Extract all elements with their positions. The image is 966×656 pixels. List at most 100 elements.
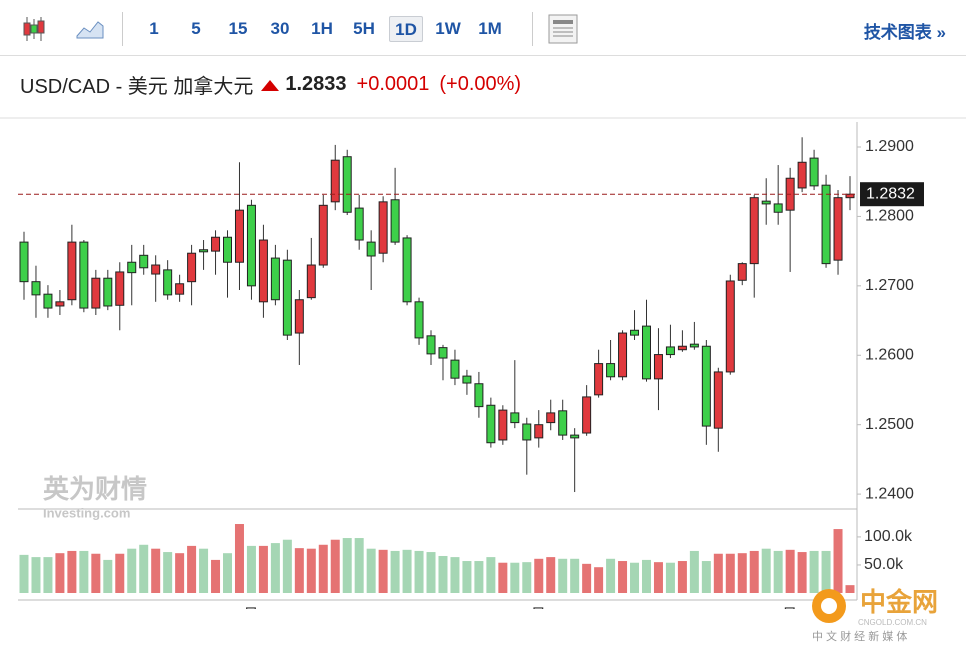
tech-chart-link[interactable]: 技术图表 » — [863, 23, 946, 42]
volume-bar — [79, 550, 89, 593]
volume-bar — [151, 548, 161, 593]
candle-body — [246, 204, 256, 287]
logo: 中金网 CNGOLD.COM.CN 中 文 财 经 新 媒 体 — [812, 587, 938, 643]
volume-bar — [414, 550, 424, 593]
volume-bar — [139, 544, 149, 593]
interval-button[interactable]: 30 — [270, 19, 290, 38]
volume-bar — [641, 559, 651, 593]
volume-bar — [713, 553, 723, 593]
watermark-site: Investing.com — [43, 505, 130, 520]
volume-bar — [522, 562, 532, 593]
table-icon[interactable] — [548, 14, 578, 44]
candle-body — [486, 404, 496, 444]
volume-bar — [270, 543, 280, 593]
volume-bar — [570, 558, 580, 593]
x-tick-label: 月 '22 — [3, 607, 44, 624]
candle-body — [79, 241, 89, 309]
x-tick-label: 月 '22 — [530, 607, 571, 624]
candle-body — [641, 325, 651, 380]
x-tick-label: 11 — [614, 607, 631, 624]
change: +0.0001 — [356, 73, 430, 95]
interval-button[interactable]: 1D — [389, 16, 423, 42]
y-tick-label: 1.2500 — [865, 416, 914, 433]
volume-bar — [330, 539, 340, 593]
candle-body — [618, 332, 628, 378]
interval-button[interactable]: 1M — [478, 19, 502, 38]
volume-bar — [534, 558, 544, 593]
volume-bar — [390, 550, 400, 593]
volume-bar — [282, 539, 292, 593]
title: USD/CAD - 美元 加拿大元 — [20, 76, 254, 98]
candle-body — [522, 423, 532, 441]
y-tick-label: 1.2400 — [865, 485, 914, 502]
candle-body — [510, 412, 520, 424]
volume-bar — [498, 562, 508, 593]
candle-body — [677, 345, 687, 351]
x-tick-label: 18 — [183, 607, 201, 624]
volume-bar — [618, 561, 628, 593]
candle-body — [294, 299, 304, 334]
candle-body — [19, 241, 29, 283]
volume-bar — [354, 538, 364, 593]
volume-bar — [594, 567, 604, 593]
volume-bar — [737, 553, 747, 593]
candle-body — [426, 335, 436, 355]
line-icon[interactable] — [76, 18, 104, 40]
volume-bar — [630, 562, 640, 593]
volume-bar — [199, 548, 209, 593]
watermark-brand: 英为财情 — [43, 474, 147, 504]
volume-bar — [701, 561, 711, 593]
up-arrow — [261, 79, 280, 91]
y-tick-label: 1.2600 — [865, 346, 914, 363]
candle-body — [630, 329, 640, 336]
interval-button[interactable]: 15 — [228, 19, 248, 38]
x-tick-label: 9 — [343, 607, 352, 624]
volume-bar — [246, 545, 256, 593]
candle-body — [462, 375, 472, 384]
separator — [122, 12, 123, 46]
candle-body — [211, 236, 221, 252]
volume-bar — [689, 550, 699, 593]
interval-button[interactable]: 1W — [435, 19, 461, 38]
candle-body — [450, 359, 460, 379]
volume-bar — [127, 548, 137, 593]
volume-bar — [749, 550, 759, 593]
separator — [532, 12, 533, 46]
interval-button[interactable]: 5H — [353, 19, 375, 38]
candle-body — [737, 263, 747, 281]
volume-bar — [833, 529, 843, 593]
candle-body — [282, 259, 292, 336]
candle-body — [163, 269, 173, 296]
volume-bar — [462, 561, 472, 593]
volume-bar — [665, 562, 675, 593]
candle-body — [438, 347, 448, 359]
candle-body — [223, 236, 233, 263]
volume-bar — [378, 549, 388, 593]
candle-body — [761, 200, 771, 205]
candle-body — [366, 241, 376, 257]
interval-button[interactable]: 1H — [311, 19, 333, 38]
volume-bar — [103, 559, 113, 593]
candle-body — [330, 159, 340, 203]
candle-body — [474, 383, 484, 408]
volume-bar — [187, 545, 197, 593]
candle-body — [199, 249, 209, 253]
candle-body — [606, 363, 616, 378]
last-price-box — [860, 182, 924, 207]
candle-icon[interactable] — [20, 15, 48, 43]
interval-button[interactable]: 1 — [149, 19, 159, 38]
volume-bar — [725, 553, 735, 593]
candle-body — [67, 241, 77, 301]
volume-bar — [785, 549, 795, 593]
candle-body — [402, 237, 412, 303]
interval-button[interactable]: 5 — [191, 19, 201, 38]
candle-body — [306, 264, 316, 299]
candle-body — [175, 283, 185, 295]
volume-bar — [546, 557, 556, 593]
price: 1.2833 — [285, 73, 347, 95]
candle-body — [139, 254, 149, 269]
candle-body — [498, 409, 508, 441]
candle-body — [809, 157, 819, 187]
